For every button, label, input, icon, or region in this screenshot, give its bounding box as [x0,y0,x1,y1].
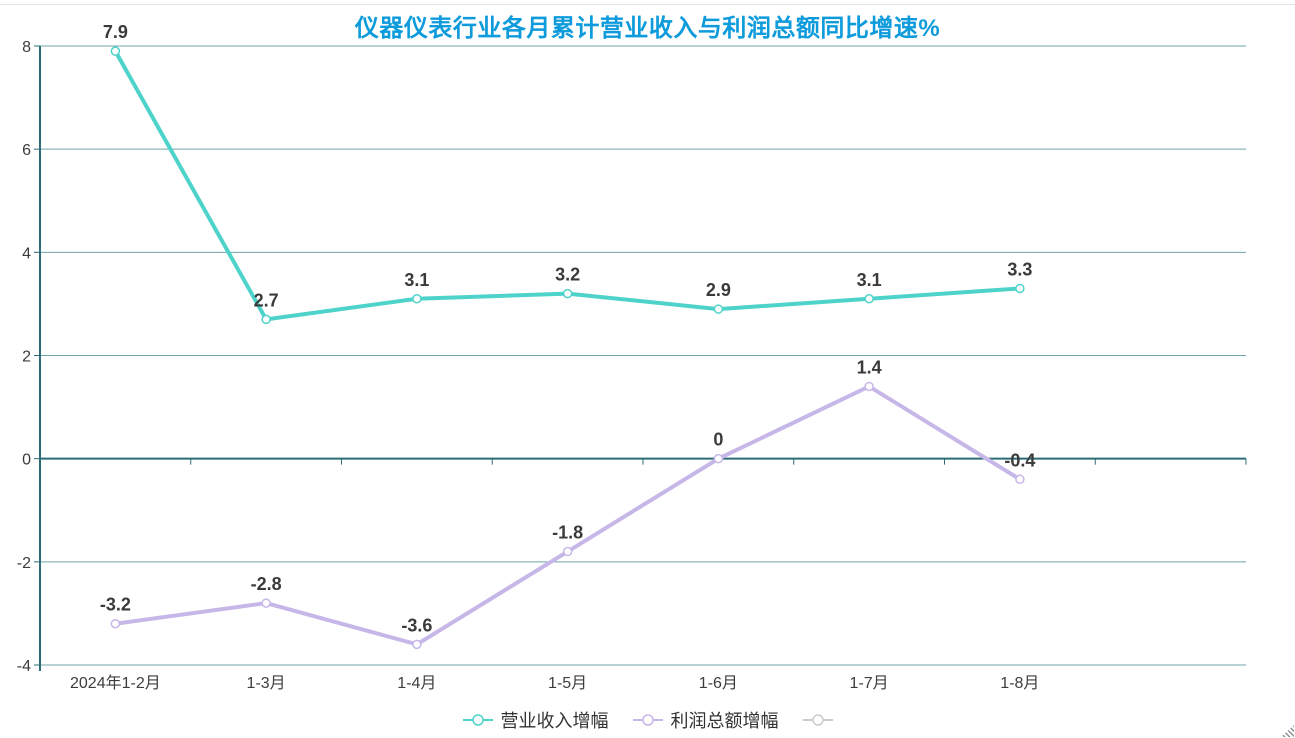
y-axis-label: 0 [22,452,31,469]
x-axis-label: 1-3月 [247,675,286,692]
legend-item-2[interactable]: 利润总额增幅 [632,707,779,733]
data-point-marker[interactable] [713,453,724,464]
legend-item-3[interactable] [802,713,833,727]
data-label: 2.7 [254,290,279,310]
series-line-2 [113,384,1022,647]
x-axis-label: 1-5月 [548,675,587,692]
data-label: 3.1 [404,270,429,290]
data-point-marker[interactable] [1015,283,1025,294]
data-point-marker[interactable] [261,598,271,608]
x-axis-label: 1-6月 [699,675,738,692]
data-point-marker[interactable] [864,294,874,304]
x-axis-label: 1-4月 [397,675,436,692]
data-label: 0 [713,430,723,450]
data-point-marker[interactable] [864,381,874,392]
data-label: -3.6 [401,615,432,635]
data-point-marker[interactable] [261,314,271,325]
data-point-marker[interactable] [110,618,121,629]
legend-label: 营业收入增幅 [500,711,609,731]
data-point-marker[interactable] [412,639,422,650]
legend-marker-icon [632,714,663,726]
top-border-line [0,4,1295,5]
data-point-marker[interactable] [412,294,422,304]
x-axis-label: 2024年1-2月 [70,674,161,692]
y-axis-label: 6 [22,142,31,159]
y-axis-label: -4 [17,658,31,675]
y-axis-label: 8 [22,39,31,56]
data-label: 7.9 [103,22,128,42]
data-point-marker[interactable] [110,46,121,56]
data-label: -1.8 [552,523,583,543]
x-axis-label: 1-8月 [1000,675,1039,692]
legend-item-1[interactable]: 营业收入增幅 [462,707,609,733]
data-label: 3.2 [555,265,580,285]
y-axis-label: -2 [17,555,31,572]
y-axis-label: 4 [22,245,31,262]
chart-title: 仪器仪表行业各月累计营业收入与利润总额同比增速% [354,15,941,42]
legend-marker-icon [462,714,493,726]
data-point-marker[interactable] [562,288,573,299]
data-label: 3.1 [857,270,882,290]
data-label: -3.2 [100,595,131,615]
data-point-marker[interactable] [562,546,573,557]
x-axis-label: 1-7月 [850,675,889,692]
legend-label: 利润总额增幅 [670,711,779,731]
data-label: 1.4 [857,357,882,377]
legend-marker-icon [802,714,833,726]
data-label: -2.8 [251,574,282,594]
data-point-marker[interactable] [1015,474,1025,485]
data-label: 3.3 [1007,259,1032,279]
data-label: -0.4 [1004,450,1035,470]
data-label: 2.9 [706,280,731,300]
y-axis-label: 2 [22,349,31,366]
chart-canvas: -4 -2 0 2 4 6 8 2024年1-2月 1-3月 1-4月 1-5月 1-6月 1-7月 1-… [17,22,1247,692]
data-point-marker[interactable] [713,304,724,314]
chart-legend: 营业收入增幅 利润总额增幅 [0,707,1295,733]
